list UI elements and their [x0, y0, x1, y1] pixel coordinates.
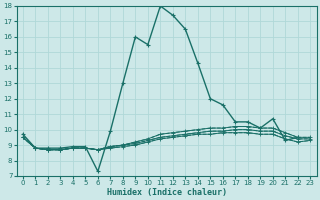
- X-axis label: Humidex (Indice chaleur): Humidex (Indice chaleur): [107, 188, 227, 197]
